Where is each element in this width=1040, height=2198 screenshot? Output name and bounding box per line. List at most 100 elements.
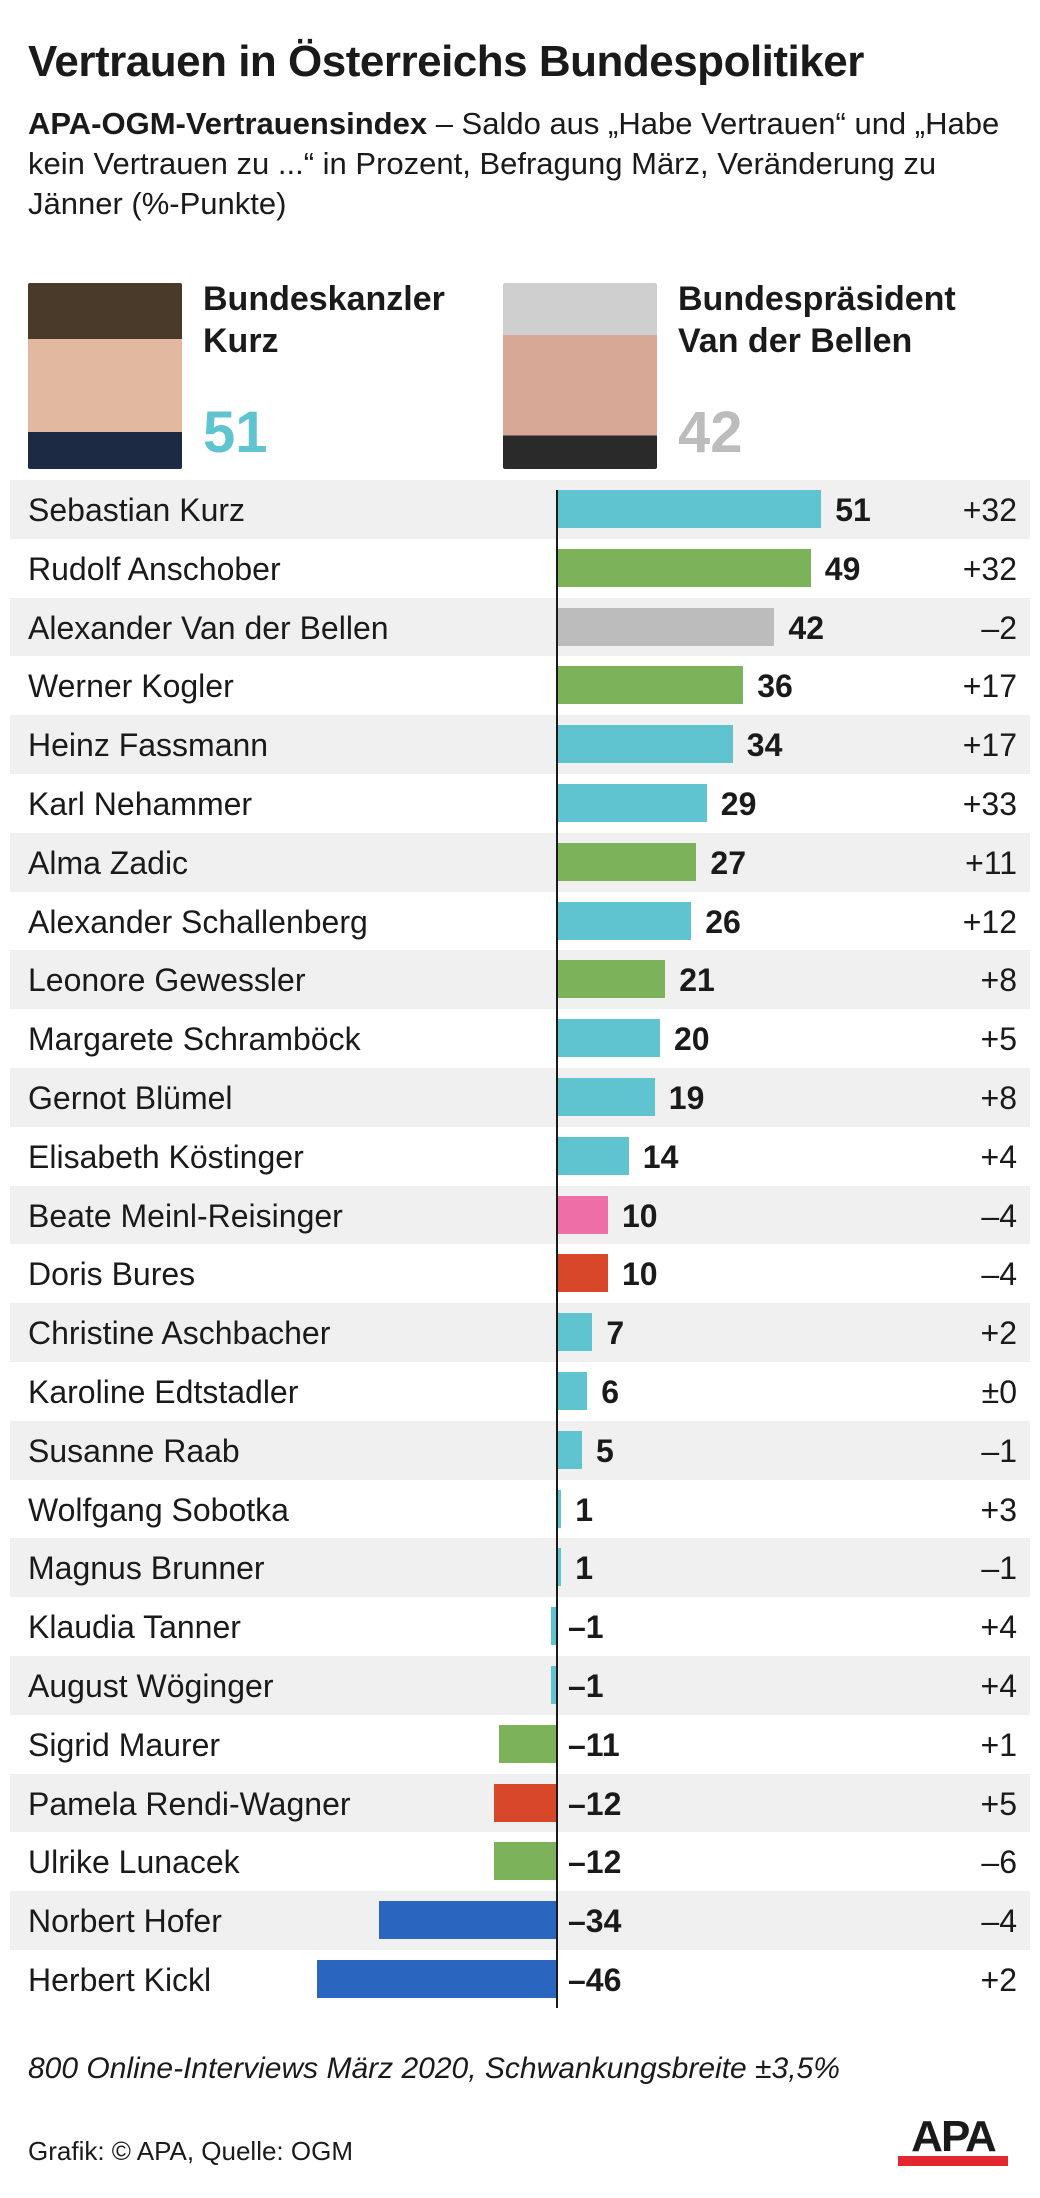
bar (556, 1136, 629, 1175)
bar-value-label: 49 (824, 550, 861, 587)
bar-value-label: –34 (568, 1903, 622, 1940)
bar-value-label: –46 (568, 1961, 622, 1998)
bar (316, 1959, 556, 1998)
bar-value-label: –1 (568, 1609, 604, 1646)
row-name: Alexander Van der Bellen (28, 609, 389, 646)
change-label: +8 (980, 962, 1017, 999)
bar-value-label: 10 (622, 1197, 658, 1234)
chart-row: Rudolf Anschober 49 +32 (10, 539, 1030, 598)
chart-row: Doris Bures 10 –4 (10, 1244, 1030, 1303)
change-label: –4 (981, 1256, 1017, 1293)
bar-value-label: 27 (710, 844, 746, 881)
change-label: +5 (980, 1021, 1017, 1058)
row-name: Wolfgang Sobotka (28, 1491, 289, 1528)
footnote: 800 Online-Interviews März 2020, Schwank… (28, 2052, 840, 2085)
change-label: +11 (965, 844, 1017, 881)
change-label: +1 (980, 1726, 1017, 1763)
chart-row: Christine Aschbacher 7 +2 (10, 1303, 1030, 1362)
change-label: +32 (962, 550, 1017, 587)
bar (556, 666, 744, 705)
row-name: Doris Bures (28, 1256, 196, 1293)
bar-value-label: 26 (705, 903, 741, 940)
bar-value-label: 5 (596, 1432, 614, 1469)
bar-value-label: 42 (788, 609, 824, 646)
chart-row: Werner Kogler 36 +17 (10, 656, 1030, 715)
chart-row: Karl Nehammer 29 +33 (10, 774, 1030, 833)
change-label: +2 (980, 1315, 1017, 1352)
change-label: +2 (980, 1961, 1017, 1998)
bar-value-label: –12 (568, 1844, 622, 1881)
bar (556, 548, 811, 587)
bar-value-label: 6 (601, 1373, 619, 1410)
row-name: Norbert Hofer (28, 1903, 222, 1940)
bar (556, 1077, 655, 1116)
chart-row: Sebastian Kurz 51 +32 (10, 480, 1030, 539)
bar-chart: Sebastian Kurz 51 +32 Rudolf Anschober 49 +32… (10, 480, 1030, 2009)
bar (550, 1607, 556, 1646)
bar (556, 725, 733, 764)
bar-value-label: 1 (575, 1491, 593, 1528)
chart-row: Leonore Gewessler 21 +8 (10, 950, 1030, 1010)
bar (556, 607, 775, 646)
row-name: Margarete Schramböck (28, 1021, 361, 1058)
apa-logo: APA (898, 2112, 1008, 2168)
row-name: Susanne Raab (28, 1432, 240, 1469)
bar (556, 1430, 582, 1469)
logo-text: APA (911, 2112, 997, 2161)
bar-value-label: 7 (606, 1315, 625, 1352)
row-name: Sigrid Maurer (28, 1726, 221, 1763)
bar (556, 901, 692, 940)
chart-row: Gernot Blümel 19 +8 (10, 1067, 1030, 1127)
change-label: –1 (981, 1432, 1017, 1469)
van-der-bellen-photo (503, 283, 657, 469)
change-label: +17 (962, 727, 1017, 764)
bar-value-label: 21 (679, 962, 715, 999)
source: Grafik: © APA, Quelle: OGM (28, 2136, 353, 2166)
chart-row: Beate Meinl-Reisinger 10 –4 (10, 1185, 1030, 1245)
kurz-photo (28, 283, 182, 469)
bar-value-label: –11 (568, 1726, 620, 1763)
subtitle-bold: APA-OGM-Vertrauensindex (28, 106, 428, 141)
row-name: Magnus Brunner (28, 1550, 265, 1587)
row-name: Herbert Kickl (28, 1961, 212, 1998)
change-label: –4 (981, 1903, 1017, 1940)
row-name: Rudolf Anschober (28, 550, 281, 587)
change-label: +12 (962, 903, 1017, 940)
highlight-name: Kurz (203, 322, 279, 360)
change-label: –4 (981, 1197, 1017, 1234)
bar (556, 960, 666, 999)
bar (379, 1901, 556, 1940)
chart-row: Herbert Kickl –46 +2 (10, 1950, 1030, 2009)
row-name: Karl Nehammer (28, 785, 253, 822)
row-name: Karoline Edtstadler (28, 1373, 299, 1410)
bar (556, 1019, 660, 1058)
chart-row: August Wöginger –1 +4 (10, 1655, 1030, 1715)
highlight-name: Van der Bellen (678, 322, 913, 360)
chart-row: Sigrid Maurer –11 +1 (10, 1715, 1030, 1774)
zero-axis (556, 490, 558, 2008)
bar (550, 1665, 556, 1704)
chart-row: Margarete Schramböck 20 +5 (10, 1009, 1030, 1068)
bar-value-label: –1 (568, 1667, 604, 1704)
highlight-vdb-value: 42 (678, 400, 743, 465)
chart-row: Susanne Raab 5 –1 (10, 1420, 1030, 1480)
chart-row: Norbert Hofer –34 –4 (10, 1891, 1030, 1950)
change-label: +5 (980, 1785, 1017, 1822)
row-name: Leonore Gewessler (28, 962, 306, 999)
highlight-vdb-label: Bundespräsident Van der Bellen (678, 278, 956, 362)
change-label: +32 (962, 492, 1017, 528)
change-label: –1 (981, 1550, 1017, 1587)
bar-value-label: 20 (674, 1021, 710, 1058)
change-label: +4 (980, 1609, 1017, 1646)
row-name: Beate Meinl-Reisinger (28, 1197, 343, 1234)
bar-value-label: 34 (746, 727, 783, 764)
bar-value-label: 19 (668, 1079, 705, 1116)
change-label: –6 (981, 1844, 1017, 1881)
change-label: +8 (980, 1079, 1017, 1116)
row-name: Pamela Rendi-Wagner (28, 1785, 351, 1822)
chart-row: Klaudia Tanner –1 +4 (10, 1597, 1030, 1656)
row-name: Gernot Blümel (28, 1079, 233, 1116)
highlight-title: Bundeskanzler (203, 280, 445, 318)
row-name: Christine Aschbacher (28, 1315, 331, 1352)
bar (556, 490, 822, 528)
